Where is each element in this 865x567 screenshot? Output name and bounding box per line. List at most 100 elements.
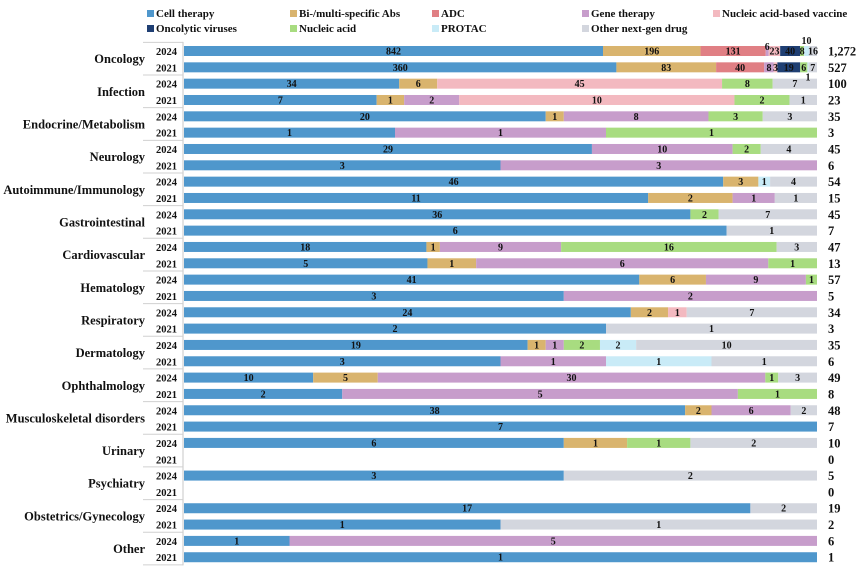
segment-label: 6 bbox=[416, 79, 421, 90]
bar-segment bbox=[734, 94, 790, 105]
category-label: Ophthalmology bbox=[62, 379, 146, 393]
category-axis bbox=[143, 41, 184, 566]
bar-segment bbox=[184, 323, 606, 334]
legend-item: Nucleic acid bbox=[290, 23, 356, 35]
segment-label: 2 bbox=[696, 406, 701, 417]
segment-label: 1 bbox=[762, 177, 767, 188]
bar-segment bbox=[313, 372, 378, 383]
segment-label: 1 bbox=[790, 259, 795, 270]
segment-label: 3 bbox=[733, 112, 738, 123]
total-label: 7 bbox=[828, 224, 834, 238]
segment-label: 4 bbox=[786, 144, 791, 155]
bar-segment bbox=[760, 143, 817, 154]
bar-segment bbox=[561, 241, 777, 252]
segment-label: 1 bbox=[388, 95, 393, 106]
year-label: 2021 bbox=[156, 259, 177, 270]
total-label: 2 bbox=[828, 518, 834, 532]
segment-label: 7 bbox=[278, 95, 283, 106]
bar-segment bbox=[563, 111, 709, 122]
segment-label: 6 bbox=[670, 275, 675, 286]
segment-label: 2 bbox=[751, 438, 756, 449]
bar-segment bbox=[606, 323, 817, 334]
year-label: 2024 bbox=[156, 178, 178, 189]
segment-label: 10 bbox=[592, 95, 602, 106]
segment-label: 1 bbox=[498, 553, 503, 564]
category-label: Neurology bbox=[90, 150, 146, 164]
bar-segment bbox=[437, 78, 723, 89]
bar-segment bbox=[732, 143, 761, 154]
category-label: Respiratory bbox=[81, 313, 146, 327]
bar-segment bbox=[184, 225, 727, 236]
segment-label: 3 bbox=[371, 471, 376, 482]
bar-segment bbox=[184, 290, 564, 301]
segment-label: 196 bbox=[644, 47, 659, 58]
bar-segment bbox=[184, 388, 343, 399]
bar-segment bbox=[765, 46, 769, 56]
bar-segment bbox=[768, 46, 781, 56]
year-label: 2024 bbox=[156, 145, 178, 156]
year-label: 2021 bbox=[156, 129, 177, 140]
bar-segment bbox=[762, 111, 817, 122]
category-label: Urinary bbox=[102, 444, 146, 458]
total-label: 7 bbox=[828, 420, 834, 434]
segment-label: 19 bbox=[784, 63, 794, 74]
total-label: 19 bbox=[828, 502, 841, 516]
bar-segment bbox=[184, 241, 427, 252]
segment-label: 1 bbox=[552, 340, 557, 351]
year-label: 2021 bbox=[156, 390, 177, 401]
segment-label: 18 bbox=[300, 242, 310, 253]
segment-label: 38 bbox=[430, 406, 440, 417]
segment-label: 1 bbox=[709, 324, 714, 335]
year-label: 2024 bbox=[156, 406, 178, 417]
bar-segment bbox=[395, 127, 606, 138]
bar-segment bbox=[184, 405, 686, 416]
total-label: 6 bbox=[828, 355, 834, 369]
year-label: 2024 bbox=[156, 308, 178, 319]
segment-label: 6 bbox=[453, 226, 458, 237]
bar-segment bbox=[750, 503, 817, 514]
segment-label: 131 bbox=[726, 47, 741, 58]
legend-swatch bbox=[147, 25, 154, 32]
segment-label: 2 bbox=[616, 340, 621, 351]
total-label: 47 bbox=[828, 240, 841, 254]
bar-segment bbox=[639, 274, 706, 285]
bar-segment bbox=[737, 388, 817, 399]
bar-segment bbox=[427, 258, 477, 269]
bar-segment bbox=[708, 111, 763, 122]
bar-segment bbox=[377, 372, 766, 383]
bar-segment bbox=[627, 437, 691, 448]
legend-swatch bbox=[582, 25, 589, 32]
segment-label: 3 bbox=[371, 291, 376, 302]
segment-label: 1 bbox=[709, 128, 714, 139]
year-label: 2024 bbox=[156, 47, 178, 58]
category-label: Psychiatry bbox=[88, 477, 146, 491]
bar-segment bbox=[636, 339, 817, 350]
legend-item: Nucleic acid-based vaccine bbox=[713, 8, 847, 20]
bar-segment bbox=[591, 143, 733, 154]
segment-label: 10 bbox=[244, 373, 254, 384]
bar-segment bbox=[184, 470, 564, 481]
year-label: 2024 bbox=[156, 341, 178, 352]
segment-label: 360 bbox=[393, 63, 408, 74]
bar-segment bbox=[800, 62, 808, 73]
segment-label: 6 bbox=[765, 42, 770, 53]
year-label: 2021 bbox=[156, 357, 177, 368]
legend-item: Gene therapy bbox=[582, 8, 655, 20]
year-label: 2024 bbox=[156, 374, 178, 385]
bar-segment bbox=[184, 192, 649, 203]
segment-label: 8 bbox=[634, 112, 639, 123]
bar-segment bbox=[563, 470, 817, 481]
bar-segment bbox=[690, 437, 817, 448]
segment-label: 16 bbox=[808, 47, 818, 58]
bar-segment bbox=[805, 274, 817, 285]
bar-segment bbox=[776, 241, 817, 252]
category-label: Infection bbox=[97, 85, 145, 99]
bar-segment bbox=[184, 127, 395, 138]
segment-label: 1 bbox=[431, 242, 436, 253]
segment-label: 1 bbox=[534, 340, 539, 351]
year-label: 2024 bbox=[156, 439, 178, 450]
segment-label: 1 bbox=[340, 520, 345, 531]
segment-label: 2 bbox=[744, 144, 749, 155]
bar-segment bbox=[700, 46, 766, 56]
bar-segment bbox=[722, 78, 773, 89]
